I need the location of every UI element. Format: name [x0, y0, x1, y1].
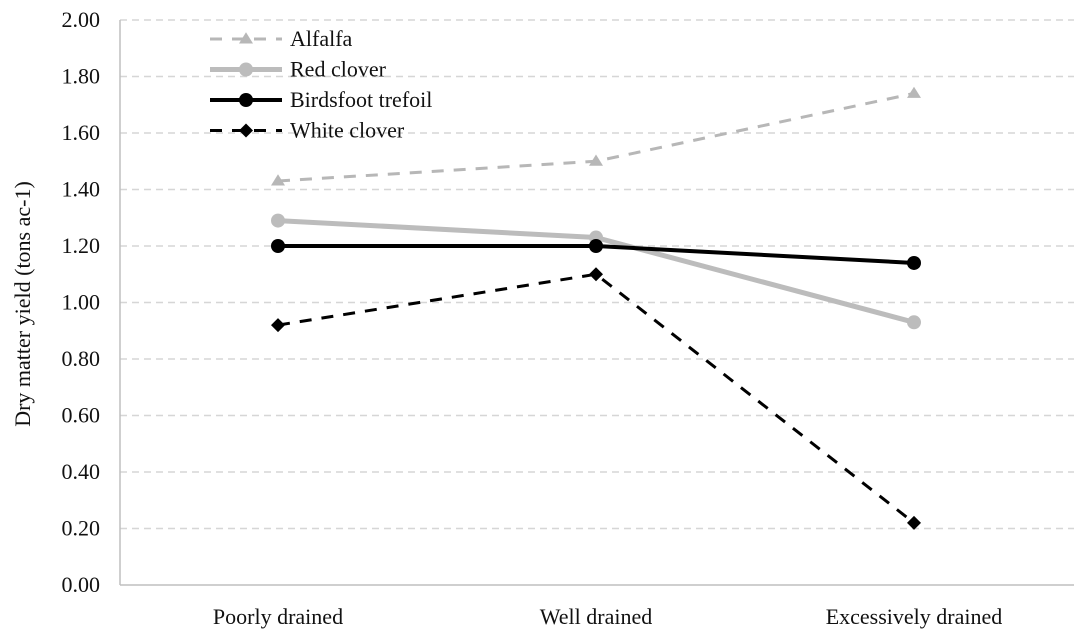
data-point: [907, 86, 921, 98]
y-tick-label: 0.00: [62, 572, 101, 597]
data-point: [271, 174, 285, 186]
gridlines: [120, 19, 1074, 530]
y-tick-label: 2.00: [62, 7, 101, 32]
legend-item: Birdsfoot trefoil: [210, 87, 432, 112]
legend-label: Birdsfoot trefoil: [290, 87, 432, 112]
y-tick-label: 0.20: [62, 516, 101, 541]
x-tick-label: Excessively drained: [826, 604, 1003, 629]
data-point: [589, 154, 603, 166]
x-tick-label: Poorly drained: [213, 604, 343, 629]
series-alfalfa: [271, 86, 921, 186]
y-tick-label: 1.60: [62, 120, 101, 145]
legend-marker: [239, 123, 253, 138]
y-tick-label: 1.00: [62, 290, 101, 315]
series-layer: [271, 86, 921, 530]
data-point: [271, 213, 285, 228]
legend-label: Red clover: [290, 57, 387, 82]
y-tick-label: 1.40: [62, 177, 101, 202]
data-point: [589, 267, 603, 282]
series-white-clover: [271, 267, 921, 530]
data-point: [907, 315, 921, 330]
series-birdsfoot-trefoil: [271, 239, 921, 270]
x-axis: [119, 20, 1074, 586]
data-point: [271, 318, 285, 333]
data-point: [907, 255, 921, 270]
y-tick-label: 0.80: [62, 346, 101, 371]
legend: Alfalfa Red clover Birdsfoot trefoil White …: [210, 26, 432, 143]
y-tick-label: 1.80: [62, 64, 101, 89]
data-point: [589, 239, 603, 253]
legend-item: Red clover: [210, 57, 387, 82]
legend-item: Alfalfa: [210, 26, 353, 51]
y-axis-tick-labels: 0.00 0.20 0.40 0.60 0.80 1.00 1.20 1.40 1.60 1.80…: [62, 7, 101, 597]
x-axis-tick-labels: Poorly drained Well drained Excessively dr…: [213, 604, 1002, 629]
legend-label: Alfalfa: [290, 26, 353, 51]
data-point: [271, 239, 285, 253]
legend-marker: [239, 62, 253, 77]
legend-label: White clover: [290, 118, 405, 143]
legend-marker: [239, 32, 253, 44]
data-point: [907, 515, 921, 530]
x-tick-label: Well drained: [540, 604, 652, 629]
y-axis-title: Dry matter yield (tons ac-1): [10, 181, 35, 427]
y-tick-label: 1.20: [62, 233, 101, 258]
y-tick-label: 0.60: [62, 403, 101, 428]
y-tick-label: 0.40: [62, 459, 101, 484]
legend-item: White clover: [210, 118, 405, 143]
legend-marker: [239, 93, 253, 107]
series-line: [277, 272, 915, 525]
